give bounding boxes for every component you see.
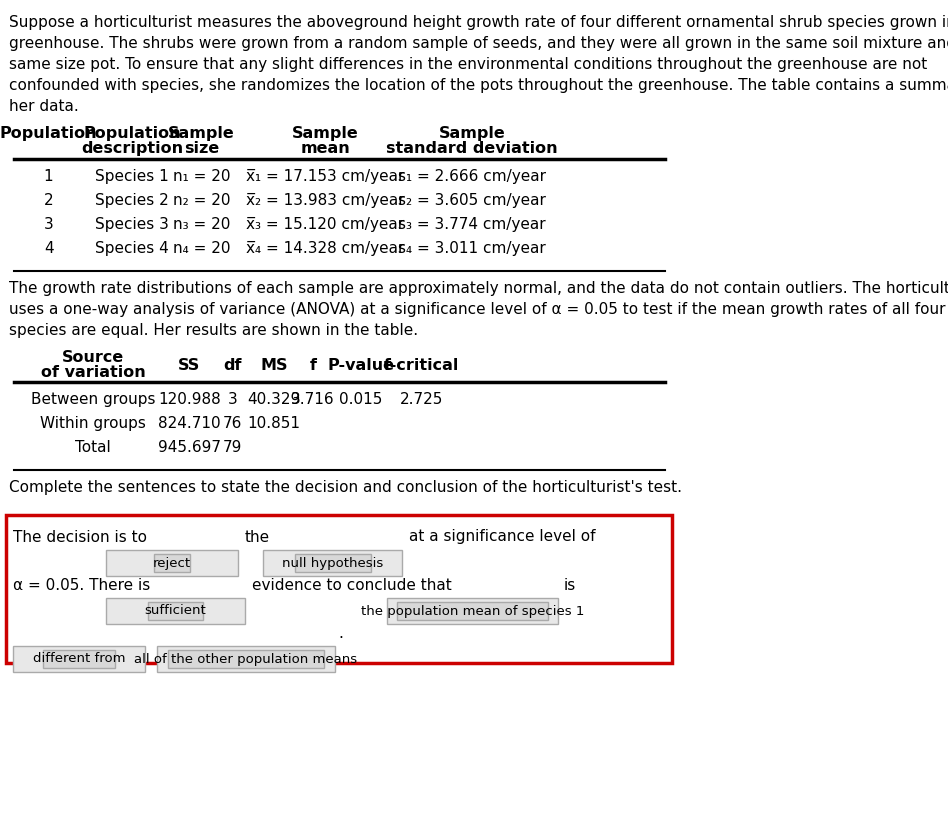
Bar (43, 650, 115, 668)
Text: Population: Population (83, 126, 181, 141)
Text: 10.851: 10.851 (247, 416, 301, 431)
Text: 3: 3 (228, 392, 237, 407)
Bar (168, 650, 324, 668)
Text: her data.: her data. (9, 99, 79, 114)
Bar (295, 554, 371, 572)
Text: 945.697: 945.697 (158, 440, 221, 455)
Text: The growth rate distributions of each sample are approximately normal, and the d: The growth rate distributions of each sa… (9, 281, 948, 296)
Text: 0.015: 0.015 (339, 392, 383, 407)
Text: Species 1: Species 1 (96, 169, 169, 184)
Bar (148, 602, 203, 620)
Text: the population mean of species 1: the population mean of species 1 (361, 605, 584, 618)
Text: Within groups: Within groups (40, 416, 146, 431)
Text: null hypothesis: null hypothesis (283, 557, 383, 570)
Text: standard deviation: standard deviation (386, 141, 557, 156)
Text: all of the other population means: all of the other population means (135, 653, 357, 666)
Text: s₃ = 3.774 cm/year: s₃ = 3.774 cm/year (398, 217, 546, 232)
Text: 3.716: 3.716 (291, 392, 335, 407)
Text: .: . (338, 625, 344, 640)
Text: x̅₂ = 13.983 cm/year: x̅₂ = 13.983 cm/year (246, 193, 405, 208)
Text: 120.988: 120.988 (158, 392, 221, 407)
Text: 1: 1 (44, 169, 53, 184)
Text: reject: reject (153, 557, 191, 570)
Bar (6, 515, 672, 663)
Text: n₃ = 20: n₃ = 20 (173, 217, 230, 232)
Text: The decision is to: The decision is to (13, 529, 147, 544)
Text: Sample: Sample (168, 126, 235, 141)
Text: s₄ = 3.011 cm/year: s₄ = 3.011 cm/year (398, 241, 546, 256)
Text: Suppose a horticulturist measures the aboveground height growth rate of four dif: Suppose a horticulturist measures the ab… (9, 15, 948, 30)
Text: Population: Population (0, 126, 98, 141)
Text: at a significance level of: at a significance level of (409, 529, 595, 544)
Text: Species 4: Species 4 (96, 241, 169, 256)
Text: mean: mean (301, 141, 350, 156)
Text: Between groups: Between groups (30, 392, 155, 407)
Text: s₁ = 2.666 cm/year: s₁ = 2.666 cm/year (398, 169, 546, 184)
Text: 79: 79 (223, 440, 242, 455)
Bar (388, 598, 557, 624)
Text: P-value: P-value (327, 358, 394, 373)
Text: x̅₄ = 14.328 cm/year: x̅₄ = 14.328 cm/year (246, 241, 405, 256)
Text: n₁ = 20: n₁ = 20 (173, 169, 230, 184)
Text: Species 3: Species 3 (96, 217, 169, 232)
Text: same size pot. To ensure that any slight differences in the environmental condit: same size pot. To ensure that any slight… (9, 57, 927, 72)
Text: Sample: Sample (292, 126, 358, 141)
Text: α = 0.05. There is: α = 0.05. There is (13, 577, 150, 592)
Text: n₄ = 20: n₄ = 20 (173, 241, 230, 256)
Text: 2.725: 2.725 (400, 392, 444, 407)
Bar (154, 554, 191, 572)
Text: the: the (245, 529, 269, 544)
Text: 2: 2 (44, 193, 53, 208)
Text: uses a one-way analysis of variance (ANOVA) at a significance level of α = 0.05 : uses a one-way analysis of variance (ANO… (9, 302, 945, 317)
Bar (13, 646, 145, 672)
Text: 4: 4 (44, 241, 53, 256)
Bar (396, 602, 548, 620)
Bar (263, 550, 403, 576)
Text: Total: Total (75, 440, 111, 455)
Text: 824.710: 824.710 (158, 416, 221, 431)
Bar (106, 598, 246, 624)
Bar (157, 646, 335, 672)
Text: 40.329: 40.329 (247, 392, 301, 407)
Text: x̅₁ = 17.153 cm/year: x̅₁ = 17.153 cm/year (246, 169, 405, 184)
Text: Complete the sentences to state the decision and conclusion of the horticulturis: Complete the sentences to state the deci… (9, 480, 682, 495)
Text: 3: 3 (44, 217, 53, 232)
Text: n₂ = 20: n₂ = 20 (173, 193, 230, 208)
Text: species are equal. Her results are shown in the table.: species are equal. Her results are shown… (9, 323, 418, 338)
Text: f-critical: f-critical (384, 358, 460, 373)
Text: x̅₃ = 15.120 cm/year: x̅₃ = 15.120 cm/year (246, 217, 404, 232)
Text: Sample: Sample (438, 126, 505, 141)
Text: greenhouse. The shrubs were grown from a random sample of seeds, and they were a: greenhouse. The shrubs were grown from a… (9, 36, 948, 51)
Text: size: size (184, 141, 219, 156)
Text: description: description (82, 141, 183, 156)
Bar (106, 550, 238, 576)
Text: MS: MS (260, 358, 287, 373)
Text: s₂ = 3.605 cm/year: s₂ = 3.605 cm/year (398, 193, 546, 208)
Text: different from: different from (33, 653, 125, 666)
Text: Species 2: Species 2 (96, 193, 169, 208)
Text: of variation: of variation (41, 365, 145, 380)
Text: is: is (563, 577, 575, 592)
Text: sufficient: sufficient (145, 605, 207, 618)
Text: SS: SS (178, 358, 201, 373)
Text: 76: 76 (223, 416, 242, 431)
Text: confounded with species, she randomizes the location of the pots throughout the : confounded with species, she randomizes … (9, 78, 948, 93)
Text: f: f (310, 358, 317, 373)
Text: evidence to conclude that: evidence to conclude that (251, 577, 451, 592)
Text: df: df (223, 358, 242, 373)
Text: Source: Source (62, 350, 124, 365)
